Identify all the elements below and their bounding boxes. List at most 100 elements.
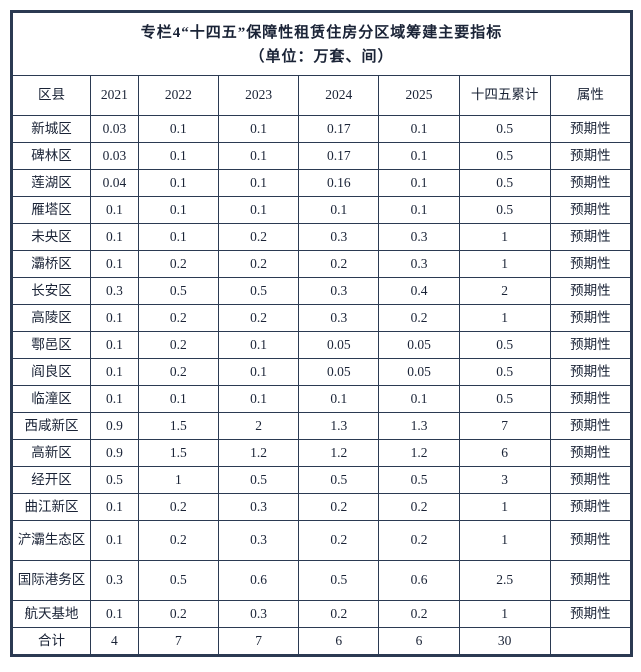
cell-attr: 预期性 — [550, 494, 630, 521]
cell-total: 0.5 — [459, 386, 550, 413]
cell-2022: 0.2 — [138, 521, 218, 561]
cell-2022: 0.2 — [138, 332, 218, 359]
cell-total: 1 — [459, 251, 550, 278]
cell-2024: 0.16 — [299, 170, 379, 197]
cell-attr: 预期性 — [550, 224, 630, 251]
table-row: 高陵区0.10.20.20.30.21预期性 — [13, 305, 631, 332]
cell-2023: 0.1 — [218, 332, 298, 359]
cell-2021: 0.1 — [91, 494, 139, 521]
cell-district: 曲江新区 — [13, 494, 91, 521]
cell-2021: 4 — [91, 628, 139, 655]
cell-total: 1 — [459, 494, 550, 521]
cell-2024: 0.1 — [299, 197, 379, 224]
cell-2022: 0.1 — [138, 116, 218, 143]
cell-2021: 0.3 — [91, 561, 139, 601]
cell-attr: 预期性 — [550, 521, 630, 561]
cell-2021: 0.9 — [91, 413, 139, 440]
cell-total: 1 — [459, 305, 550, 332]
cell-2025: 1.3 — [379, 413, 459, 440]
cell-total: 1 — [459, 224, 550, 251]
cell-2024: 0.5 — [299, 467, 379, 494]
cell-2024: 0.3 — [299, 224, 379, 251]
cell-2022: 1.5 — [138, 413, 218, 440]
cell-2021: 0.1 — [91, 521, 139, 561]
cell-2022: 0.5 — [138, 561, 218, 601]
table-row: 曲江新区0.10.20.30.20.21预期性 — [13, 494, 631, 521]
cell-attr: 预期性 — [550, 170, 630, 197]
cell-district: 西咸新区 — [13, 413, 91, 440]
cell-district: 国际港务区 — [13, 561, 91, 601]
cell-2024: 0.3 — [299, 305, 379, 332]
cell-2025: 0.2 — [379, 601, 459, 628]
cell-2023: 0.3 — [218, 494, 298, 521]
cell-2023: 0.3 — [218, 521, 298, 561]
col-2023: 2023 — [218, 76, 298, 116]
cell-2025: 0.4 — [379, 278, 459, 305]
cell-2022: 0.1 — [138, 143, 218, 170]
cell-attr: 预期性 — [550, 440, 630, 467]
cell-2022: 1.5 — [138, 440, 218, 467]
col-total: 十四五累计 — [459, 76, 550, 116]
cell-district: 合计 — [13, 628, 91, 655]
cell-attr: 预期性 — [550, 413, 630, 440]
cell-2023: 0.2 — [218, 224, 298, 251]
cell-total: 0.5 — [459, 116, 550, 143]
col-2025: 2025 — [379, 76, 459, 116]
cell-2025: 0.1 — [379, 197, 459, 224]
cell-2024: 0.1 — [299, 386, 379, 413]
cell-total: 0.5 — [459, 170, 550, 197]
header-row: 区县 2021 2022 2023 2024 2025 十四五累计 属性 — [13, 76, 631, 116]
cell-attr: 预期性 — [550, 359, 630, 386]
cell-attr — [550, 628, 630, 655]
cell-2023: 0.1 — [218, 116, 298, 143]
table-row: 临潼区0.10.10.10.10.10.5预期性 — [13, 386, 631, 413]
cell-district: 碑林区 — [13, 143, 91, 170]
cell-attr: 预期性 — [550, 251, 630, 278]
table-row: 国际港务区0.30.50.60.50.62.5预期性 — [13, 561, 631, 601]
cell-attr: 预期性 — [550, 601, 630, 628]
cell-attr: 预期性 — [550, 386, 630, 413]
cell-2023: 2 — [218, 413, 298, 440]
cell-2025: 0.6 — [379, 561, 459, 601]
cell-district: 长安区 — [13, 278, 91, 305]
cell-2022: 0.1 — [138, 197, 218, 224]
cell-2021: 0.1 — [91, 386, 139, 413]
cell-2022: 0.1 — [138, 386, 218, 413]
cell-2021: 0.1 — [91, 224, 139, 251]
cell-district: 灞桥区 — [13, 251, 91, 278]
table-row: 经开区0.510.50.50.53预期性 — [13, 467, 631, 494]
cell-2023: 0.3 — [218, 601, 298, 628]
cell-2022: 1 — [138, 467, 218, 494]
cell-2024: 1.2 — [299, 440, 379, 467]
cell-district: 经开区 — [13, 467, 91, 494]
cell-total: 30 — [459, 628, 550, 655]
cell-district: 临潼区 — [13, 386, 91, 413]
cell-district: 雁塔区 — [13, 197, 91, 224]
cell-attr: 预期性 — [550, 143, 630, 170]
cell-total: 1 — [459, 601, 550, 628]
cell-2023: 1.2 — [218, 440, 298, 467]
cell-attr: 预期性 — [550, 332, 630, 359]
cell-total: 0.5 — [459, 143, 550, 170]
table-wrapper: 专栏4“十四五”保障性租赁住房分区域筹建主要指标 （单位：万套、间） 区县 20… — [10, 10, 633, 657]
table-body: 新城区0.030.10.10.170.10.5预期性碑林区0.030.10.10… — [13, 116, 631, 655]
cell-2021: 0.1 — [91, 197, 139, 224]
cell-district: 高新区 — [13, 440, 91, 467]
cell-2021: 0.5 — [91, 467, 139, 494]
title-line-1: 专栏4“十四五”保障性租赁住房分区域筹建主要指标 — [141, 25, 503, 41]
cell-2023: 0.2 — [218, 251, 298, 278]
cell-2022: 0.2 — [138, 359, 218, 386]
cell-2021: 0.1 — [91, 332, 139, 359]
table-row: 雁塔区0.10.10.10.10.10.5预期性 — [13, 197, 631, 224]
cell-2021: 0.3 — [91, 278, 139, 305]
cell-district: 鄠邑区 — [13, 332, 91, 359]
cell-2021: 0.9 — [91, 440, 139, 467]
cell-2025: 0.1 — [379, 143, 459, 170]
cell-2023: 7 — [218, 628, 298, 655]
cell-total: 1 — [459, 521, 550, 561]
cell-2024: 0.3 — [299, 278, 379, 305]
cell-2021: 0.1 — [91, 251, 139, 278]
table-row: 灞桥区0.10.20.20.20.31预期性 — [13, 251, 631, 278]
cell-district: 航天基地 — [13, 601, 91, 628]
cell-2025: 6 — [379, 628, 459, 655]
